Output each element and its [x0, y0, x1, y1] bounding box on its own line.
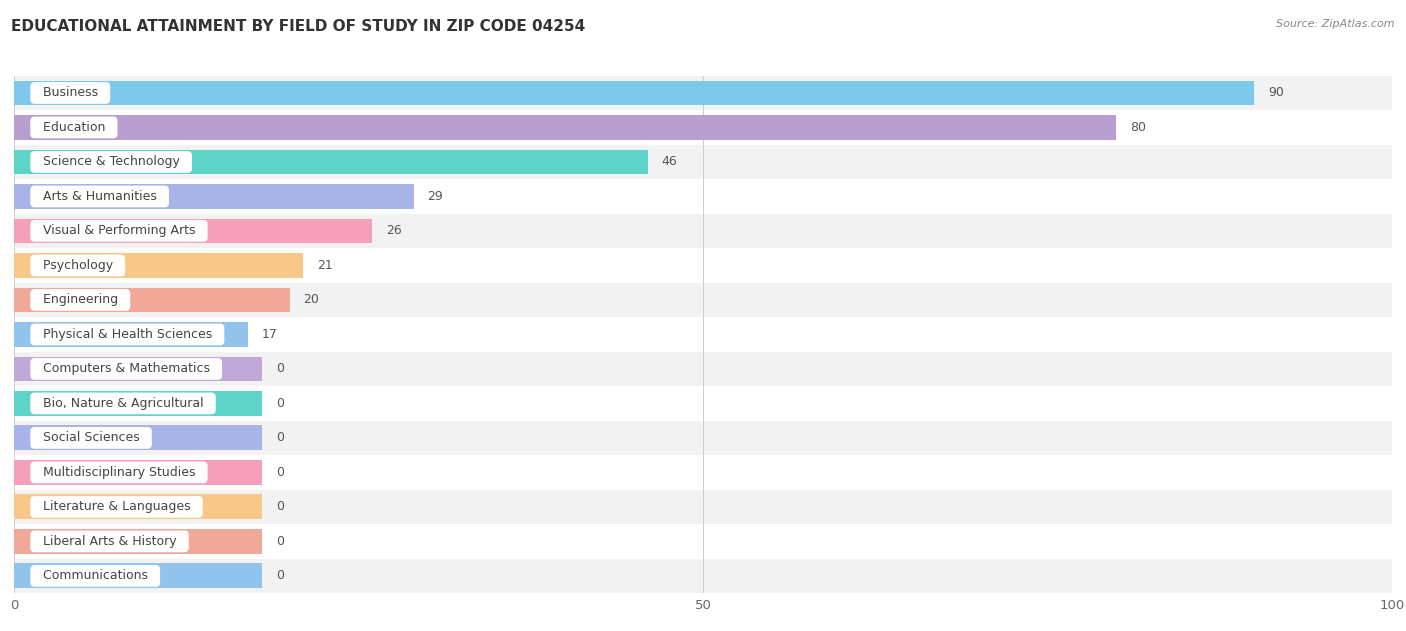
- Text: Business: Business: [35, 86, 105, 100]
- Text: Physical & Health Sciences: Physical & Health Sciences: [35, 328, 219, 341]
- Bar: [14, 351, 1392, 386]
- Bar: [14, 184, 413, 209]
- Text: Computers & Mathematics: Computers & Mathematics: [35, 362, 218, 375]
- Bar: [14, 179, 1392, 214]
- Text: 80: 80: [1130, 121, 1146, 134]
- Text: 20: 20: [304, 293, 319, 307]
- Text: Visual & Performing Arts: Visual & Performing Arts: [35, 225, 204, 237]
- Bar: [14, 76, 1392, 110]
- Bar: [14, 386, 1392, 421]
- Text: EDUCATIONAL ATTAINMENT BY FIELD OF STUDY IN ZIP CODE 04254: EDUCATIONAL ATTAINMENT BY FIELD OF STUDY…: [11, 19, 585, 34]
- Bar: [14, 391, 262, 416]
- Bar: [14, 81, 1254, 105]
- Text: 26: 26: [387, 225, 402, 237]
- Text: 0: 0: [276, 432, 284, 444]
- Text: Source: ZipAtlas.com: Source: ZipAtlas.com: [1277, 19, 1395, 29]
- Bar: [14, 529, 262, 554]
- Text: Bio, Nature & Agricultural: Bio, Nature & Agricultural: [35, 397, 211, 410]
- Bar: [14, 524, 1392, 558]
- Bar: [14, 283, 1392, 317]
- Bar: [14, 322, 249, 347]
- Bar: [14, 115, 1116, 140]
- Bar: [14, 144, 1392, 179]
- Bar: [14, 455, 1392, 490]
- Bar: [14, 317, 1392, 351]
- Bar: [14, 558, 1392, 593]
- Text: 29: 29: [427, 190, 443, 203]
- Bar: [14, 495, 262, 519]
- Bar: [14, 563, 262, 588]
- Text: Engineering: Engineering: [35, 293, 127, 307]
- Bar: [14, 214, 1392, 248]
- Text: Social Sciences: Social Sciences: [35, 432, 148, 444]
- Text: Multidisciplinary Studies: Multidisciplinary Studies: [35, 466, 204, 479]
- Bar: [14, 425, 262, 451]
- Text: Education: Education: [35, 121, 112, 134]
- Text: Literature & Languages: Literature & Languages: [35, 500, 198, 514]
- Bar: [14, 460, 262, 485]
- Text: 0: 0: [276, 569, 284, 582]
- Text: 21: 21: [318, 259, 333, 272]
- Text: Science & Technology: Science & Technology: [35, 155, 187, 168]
- Text: Liberal Arts & History: Liberal Arts & History: [35, 535, 184, 548]
- Text: 0: 0: [276, 397, 284, 410]
- Bar: [14, 288, 290, 312]
- Bar: [14, 490, 1392, 524]
- Text: 0: 0: [276, 535, 284, 548]
- Text: Arts & Humanities: Arts & Humanities: [35, 190, 165, 203]
- Text: 0: 0: [276, 362, 284, 375]
- Text: 46: 46: [662, 155, 678, 168]
- Text: 17: 17: [262, 328, 278, 341]
- Bar: [14, 218, 373, 244]
- Text: 0: 0: [276, 500, 284, 514]
- Text: Psychology: Psychology: [35, 259, 121, 272]
- Bar: [14, 357, 262, 381]
- Bar: [14, 110, 1392, 144]
- Bar: [14, 421, 1392, 455]
- Text: 0: 0: [276, 466, 284, 479]
- Text: 90: 90: [1268, 86, 1284, 100]
- Bar: [14, 248, 1392, 283]
- Text: Communications: Communications: [35, 569, 156, 582]
- Bar: [14, 253, 304, 278]
- Bar: [14, 150, 648, 174]
